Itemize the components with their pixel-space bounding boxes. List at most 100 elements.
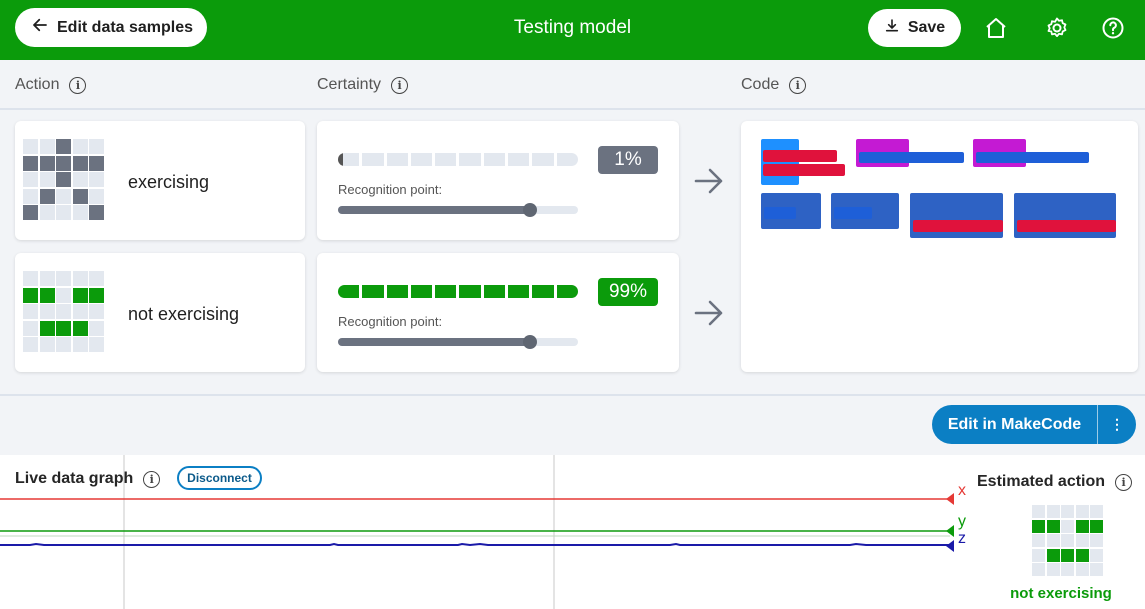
led-cell xyxy=(1032,505,1045,518)
code-block-set xyxy=(763,164,845,176)
certainty-bar-segment xyxy=(483,153,506,166)
recognition-point-slider[interactable] xyxy=(338,335,578,349)
certainty-bar-segment xyxy=(556,153,578,166)
axis-label-z: z xyxy=(958,530,966,547)
led-cell xyxy=(89,139,104,154)
more-options-icon[interactable]: ⋮ xyxy=(1110,416,1124,432)
led-cell xyxy=(1075,505,1089,518)
led-cell xyxy=(23,304,38,319)
action-name: not exercising xyxy=(128,304,240,324)
code-block-set xyxy=(763,150,837,162)
live-data-graph xyxy=(0,455,954,609)
led-cell xyxy=(39,155,55,171)
arrow-right-icon xyxy=(694,300,723,326)
action-card-exercising[interactable]: exercising xyxy=(15,121,305,240)
led-cell xyxy=(23,271,38,286)
page-title: Testing model xyxy=(513,17,632,38)
estimated-action-title: Estimated action i xyxy=(977,473,1133,491)
led-cell xyxy=(1046,505,1060,518)
led-cell xyxy=(56,271,71,286)
certainty-bar-segment xyxy=(410,285,433,298)
led-cell xyxy=(1090,534,1103,547)
help-icon[interactable] xyxy=(1101,16,1125,40)
certainty-bar-segment xyxy=(459,285,481,298)
disconnect-button[interactable]: Disconnect xyxy=(177,466,262,490)
top-bar: Edit data samples Testing model Save xyxy=(0,0,1145,60)
slider-fill xyxy=(338,206,530,214)
info-icon[interactable]: i xyxy=(789,76,807,94)
certainty-bar-segment xyxy=(386,153,408,166)
led-cell xyxy=(1046,548,1060,562)
led-cell xyxy=(56,287,71,303)
led-cell xyxy=(23,155,38,171)
z-marker-icon xyxy=(946,540,954,552)
led-cell xyxy=(1046,519,1060,533)
live-data-graph-panel xyxy=(0,455,1145,609)
code-preview[interactable] xyxy=(741,121,1138,372)
led-cell xyxy=(56,172,71,187)
recognition-point-slider[interactable] xyxy=(338,203,578,217)
certainty-bar xyxy=(338,153,578,166)
led-cell xyxy=(72,155,88,171)
live-data-graph-title: Live data graph i xyxy=(15,470,161,488)
led-cell xyxy=(1032,548,1045,562)
led-cell xyxy=(72,139,88,154)
led-cell xyxy=(39,188,55,204)
action-card-not-exercising[interactable]: not exercising xyxy=(15,253,305,372)
led-cell xyxy=(1061,563,1074,576)
action-column-header: Action i xyxy=(15,76,87,94)
arrow-left-icon xyxy=(31,16,49,39)
button-divider xyxy=(1097,405,1098,444)
led-cell xyxy=(23,205,38,220)
led-cell xyxy=(89,287,104,303)
led-cell xyxy=(72,188,88,204)
led-cell xyxy=(89,172,104,187)
led-cell xyxy=(1090,548,1103,562)
estimated-title-label: Estimated action xyxy=(977,473,1106,490)
edit-data-samples-button[interactable]: Edit data samples xyxy=(15,8,207,47)
led-cell xyxy=(72,287,88,303)
code-block-show-icon xyxy=(764,207,796,219)
certainty-bar-segment xyxy=(532,285,554,298)
led-cell xyxy=(1075,519,1089,533)
info-icon[interactable]: i xyxy=(391,76,409,94)
slider-thumb[interactable] xyxy=(523,203,537,217)
certainty-bar-segment xyxy=(556,285,578,298)
led-cell xyxy=(39,139,55,154)
code-header-label: Code xyxy=(741,76,780,93)
led-cell xyxy=(1075,534,1089,547)
save-button[interactable]: Save xyxy=(868,9,961,47)
led-cell xyxy=(39,205,55,220)
led-cell xyxy=(89,337,104,352)
led-cell xyxy=(1032,563,1045,576)
led-cell xyxy=(56,155,71,171)
edit-in-makecode-button[interactable]: Edit in MakeCode ⋮ xyxy=(932,405,1136,444)
led-cell xyxy=(23,188,38,204)
slider-thumb[interactable] xyxy=(523,335,537,349)
led-cell xyxy=(89,155,104,171)
certainty-header-label: Certainty xyxy=(317,76,382,93)
info-icon[interactable]: i xyxy=(1115,473,1133,491)
led-cell xyxy=(72,172,88,187)
info-icon[interactable]: i xyxy=(143,470,161,488)
certainty-bar-segment xyxy=(532,153,554,166)
led-cell xyxy=(1061,548,1074,562)
certainty-bar-segment xyxy=(338,285,360,298)
led-cell xyxy=(56,205,71,220)
led-cell xyxy=(1046,563,1060,576)
led-cell xyxy=(23,337,38,352)
certainty-bar-segment xyxy=(362,153,384,166)
settings-icon[interactable] xyxy=(1045,16,1069,40)
led-cell xyxy=(1075,563,1089,576)
led-cell xyxy=(39,172,55,187)
certainty-bar-segment xyxy=(386,285,408,298)
estimated-action-label: not exercising xyxy=(1010,585,1112,602)
certainty-bar-segment xyxy=(483,285,506,298)
certainty-card-not-exercising: 99% Recognition point: xyxy=(317,253,679,372)
info-icon[interactable]: i xyxy=(69,76,87,94)
divider xyxy=(0,108,1145,110)
led-cell xyxy=(89,320,104,336)
home-icon[interactable] xyxy=(984,16,1008,40)
certainty-bar-segment xyxy=(459,153,481,166)
certainty-badge: 1% xyxy=(598,146,658,174)
